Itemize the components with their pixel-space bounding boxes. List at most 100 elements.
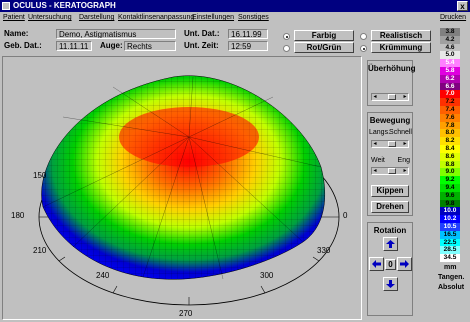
- speed-thumb[interactable]: [388, 141, 396, 147]
- axis-label-330: 330: [317, 246, 331, 255]
- dob-label: Geb. Dat.:: [4, 41, 42, 50]
- axis-label-150: 150: [33, 171, 47, 180]
- patient-info: Name: Demo, Astigmatismus Geb. Dat.: 11.…: [2, 26, 272, 54]
- ueberhoehung-slider[interactable]: ◂ ▸: [371, 93, 409, 101]
- title-bar: OCULUS - KERATOGRAPH x: [0, 0, 470, 12]
- scale-cell: 8.2: [440, 137, 460, 145]
- topography-3d-view[interactable]: 180 0 150 210 330 240 270 300: [2, 56, 362, 320]
- curvature-color-scale: 3.8 4.2 4.6 5.0 5.4 5.8 6.2 6.6 7.0 7.2 7.4 7.6 7.8 8…: [438, 28, 468, 320]
- realistisch-button[interactable]: Realistisch: [371, 30, 431, 41]
- range-thumb[interactable]: [388, 168, 396, 174]
- axis-label-300: 300: [260, 271, 274, 280]
- kruemmung-button[interactable]: Krümmung: [371, 42, 431, 53]
- farbig-button[interactable]: Farbig: [294, 30, 354, 41]
- scale-cell: 9.6: [440, 191, 460, 200]
- scale-cell: 4.2: [440, 35, 460, 44]
- ueberhoehung-group: Überhöhung ◂ ▸: [367, 60, 416, 106]
- radio-kruemmung[interactable]: [360, 45, 367, 52]
- scale-cell: 34.5: [440, 254, 460, 262]
- eye-label: Auge:: [100, 41, 123, 50]
- rotate-up-button[interactable]: [383, 237, 398, 251]
- range-slider[interactable]: ◂ ▸: [371, 167, 409, 175]
- slider-right-icon: ▸: [403, 94, 407, 100]
- rotation-reset-button[interactable]: 0: [385, 259, 396, 270]
- scale-cell: 10.5: [440, 223, 460, 231]
- scale-cell: 4.6: [440, 43, 460, 52]
- scale-cell: 9.4: [440, 184, 460, 192]
- scale-cell: 28.5: [440, 246, 460, 255]
- scale-cell: 6.6: [440, 82, 460, 91]
- scale-cell: 5.4: [440, 59, 460, 67]
- axis-label-270: 270: [179, 309, 193, 318]
- rotgruen-button[interactable]: Rot/Grün: [294, 42, 354, 53]
- arrow-left-icon: [372, 260, 381, 268]
- axis-label-210: 210: [33, 246, 47, 255]
- radio-rotgruen[interactable]: [283, 45, 290, 52]
- scale-cell: 10.2: [440, 215, 460, 223]
- rotation-title: Rotation: [373, 226, 407, 235]
- arrow-down-icon: [386, 280, 395, 288]
- scale-cell: 8.0: [440, 129, 460, 138]
- scale-cell: 6.2: [440, 74, 460, 83]
- slider-right-icon: ▸: [403, 141, 407, 147]
- scale-cell: 16.5: [440, 230, 460, 239]
- scale-unit: mm: [444, 264, 457, 271]
- drehen-button[interactable]: Drehen: [371, 201, 409, 213]
- close-button[interactable]: x: [457, 1, 468, 11]
- menu-patient[interactable]: Patient: [3, 14, 25, 21]
- arrow-right-icon: [400, 260, 409, 268]
- menu-darstellung[interactable]: Darstellung: [79, 14, 115, 21]
- weit-label: Weit: [371, 157, 385, 164]
- radio-realistisch[interactable]: [360, 33, 367, 40]
- arrow-up-icon: [386, 240, 395, 248]
- name-label: Name:: [4, 29, 29, 38]
- scale-cell: 22.5: [440, 238, 460, 247]
- scale-cell: 5.8: [440, 67, 460, 75]
- cornea-3d-surface: [38, 75, 340, 306]
- bewegung-group: Bewegung Langs. Schnell ◂ ▸ Weit Eng ◂ ▸…: [367, 112, 413, 216]
- rotate-left-button[interactable]: [369, 257, 384, 271]
- eng-label: Eng: [397, 157, 410, 164]
- ueberhoehung-title: Überhöhung: [368, 64, 416, 73]
- rotate-down-button[interactable]: [383, 277, 398, 291]
- langs-label: Langs.: [369, 129, 391, 136]
- scale-cell: 7.2: [440, 98, 460, 106]
- scale-type-absolut: Absolut: [438, 284, 465, 291]
- ueberhoehung-thumb[interactable]: [388, 94, 396, 100]
- speed-slider[interactable]: ◂ ▸: [371, 140, 409, 148]
- rotation-group: Rotation 0: [367, 222, 413, 316]
- menu-kontaktlinsenanpassung[interactable]: Kontaktlinsenanpassung: [118, 14, 195, 21]
- scale-type-tangential: Tangen.: [438, 274, 465, 281]
- scale-cell: 5.0: [440, 51, 460, 60]
- slider-left-icon: ◂: [373, 168, 377, 174]
- radio-farbig[interactable]: [283, 33, 290, 40]
- axis-label-240: 240: [96, 271, 110, 280]
- rotate-right-button[interactable]: [397, 257, 412, 271]
- scale-cell: 7.0: [440, 90, 460, 99]
- control-panel: Überhöhung ◂ ▸ Bewegung Langs. Schnell ◂…: [364, 56, 416, 320]
- menu-drucken[interactable]: Drucken: [440, 14, 467, 21]
- exam-date-label: Unt. Dat.:: [184, 29, 220, 38]
- schnell-label: Schnell: [389, 129, 412, 136]
- scale-cell: 8.6: [440, 152, 460, 161]
- name-field: Demo, Astigmatismus: [56, 29, 176, 39]
- eye-field: Rechts: [124, 41, 176, 51]
- axis-label-180: 180: [11, 211, 25, 220]
- slider-left-icon: ◂: [373, 94, 377, 100]
- dob-field: 11.11.11: [56, 41, 92, 51]
- scale-cell: 9.0: [440, 168, 460, 177]
- menu-untersuchung[interactable]: Untersuchung: [28, 14, 72, 21]
- scale-cell: 10.0: [440, 207, 460, 216]
- menu-bar: Patient Untersuchung Darstellung Kontakt…: [0, 12, 470, 23]
- exam-date-field: 16.11.99: [228, 29, 268, 39]
- slider-right-icon: ▸: [403, 168, 407, 174]
- menu-einstellungen[interactable]: Einstellungen: [192, 14, 235, 21]
- app-icon: [2, 2, 10, 10]
- scale-cell: 9.2: [440, 176, 460, 184]
- bewegung-title: Bewegung: [369, 116, 411, 125]
- menu-sonstiges[interactable]: Sonstiges: [238, 14, 269, 21]
- kippen-button[interactable]: Kippen: [371, 185, 409, 197]
- slider-left-icon: ◂: [373, 141, 377, 147]
- scale-cell: 3.8: [440, 28, 460, 36]
- window-title: OCULUS - KERATOGRAPH: [13, 1, 116, 10]
